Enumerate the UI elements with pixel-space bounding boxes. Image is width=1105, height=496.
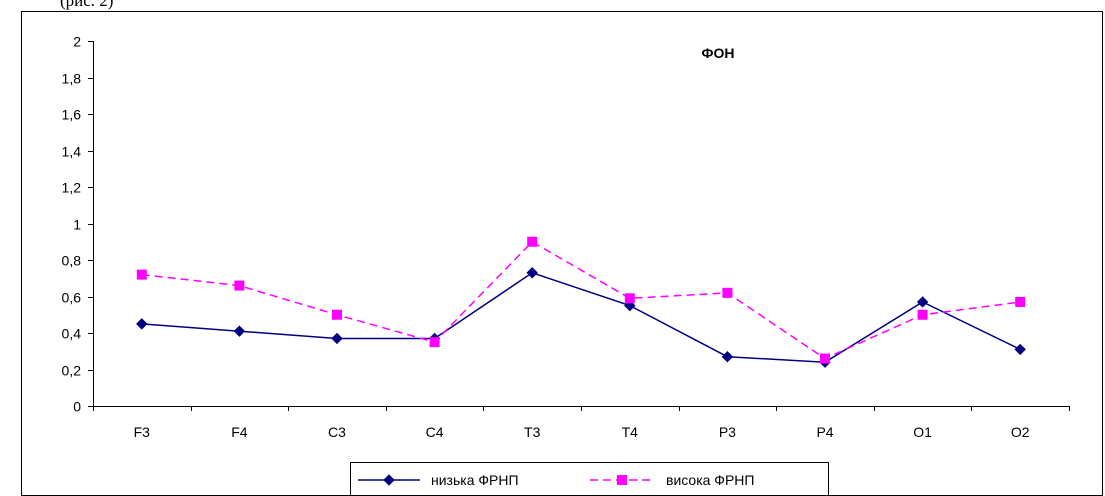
x-tick-label: C3 — [328, 424, 346, 440]
data-point — [136, 269, 147, 280]
x-tick-label: F4 — [231, 424, 248, 440]
data-point — [1015, 296, 1026, 307]
data-point — [429, 337, 440, 348]
data-point — [331, 332, 343, 345]
x-tick-label: F3 — [134, 424, 151, 440]
data-point — [332, 309, 342, 320]
data-point — [820, 353, 830, 364]
y-tick-label: 1,4 — [62, 144, 82, 160]
x-tick-label: C4 — [426, 424, 444, 440]
y-tick-label: 0,8 — [62, 253, 82, 269]
legend-label: низька ФРНП — [431, 472, 519, 488]
series-line — [141, 240, 1021, 360]
data-point — [233, 325, 246, 337]
data-point — [722, 287, 733, 298]
legend-entry: низька ФРНП — [358, 472, 519, 488]
data-point — [1014, 343, 1026, 356]
chart-border — [21, 11, 1103, 496]
data-point — [916, 296, 929, 308]
y-tick-label: 2 — [73, 34, 81, 50]
page-caption: (рис. 2) — [60, 0, 114, 10]
y-tick-label: 1,2 — [62, 180, 82, 196]
data-point — [136, 318, 148, 330]
legend-label: висока ФРНП — [666, 472, 754, 488]
data-point — [234, 280, 245, 291]
x-tick-label: O2 — [1011, 424, 1030, 440]
data-point — [527, 236, 538, 247]
y-axis: 0 0,2 0,4 0,6 0,8 1 1,2 1,4 1,6 1,8 2 — [62, 34, 94, 415]
series-2 — [136, 236, 1026, 364]
legend-marker — [617, 475, 627, 485]
y-tick-label: 0,2 — [62, 363, 82, 379]
y-tick-label: 1,6 — [62, 107, 82, 123]
series-layer — [136, 236, 1026, 368]
x-tick-label: T4 — [622, 424, 639, 440]
data-point — [526, 267, 538, 279]
legend-entry: висока ФРНП — [590, 472, 754, 488]
x-axis: F3 F4 C3 C4 T3 T4 P3 P4 O1 O2 — [93, 406, 1070, 440]
y-tick-label: 0,4 — [62, 326, 82, 342]
x-tick-label: P4 — [816, 424, 833, 440]
y-tick-label: 1,8 — [62, 71, 82, 87]
y-tick-label: 1 — [73, 217, 81, 233]
y-tick-label: 0 — [73, 399, 81, 415]
series-line — [141, 271, 1021, 363]
x-tick-label: T3 — [524, 424, 541, 440]
legend: низька ФРНП висока ФРНП — [350, 462, 829, 496]
y-tick-label: 0,6 — [62, 290, 82, 306]
x-tick-label: O1 — [913, 424, 932, 440]
x-tick-label: P3 — [719, 424, 736, 440]
data-point — [917, 309, 928, 320]
legend-box — [350, 462, 829, 496]
data-point — [721, 351, 734, 363]
chart-title: ФОН — [702, 45, 735, 61]
legend-marker — [383, 474, 395, 486]
data-point — [624, 293, 635, 304]
